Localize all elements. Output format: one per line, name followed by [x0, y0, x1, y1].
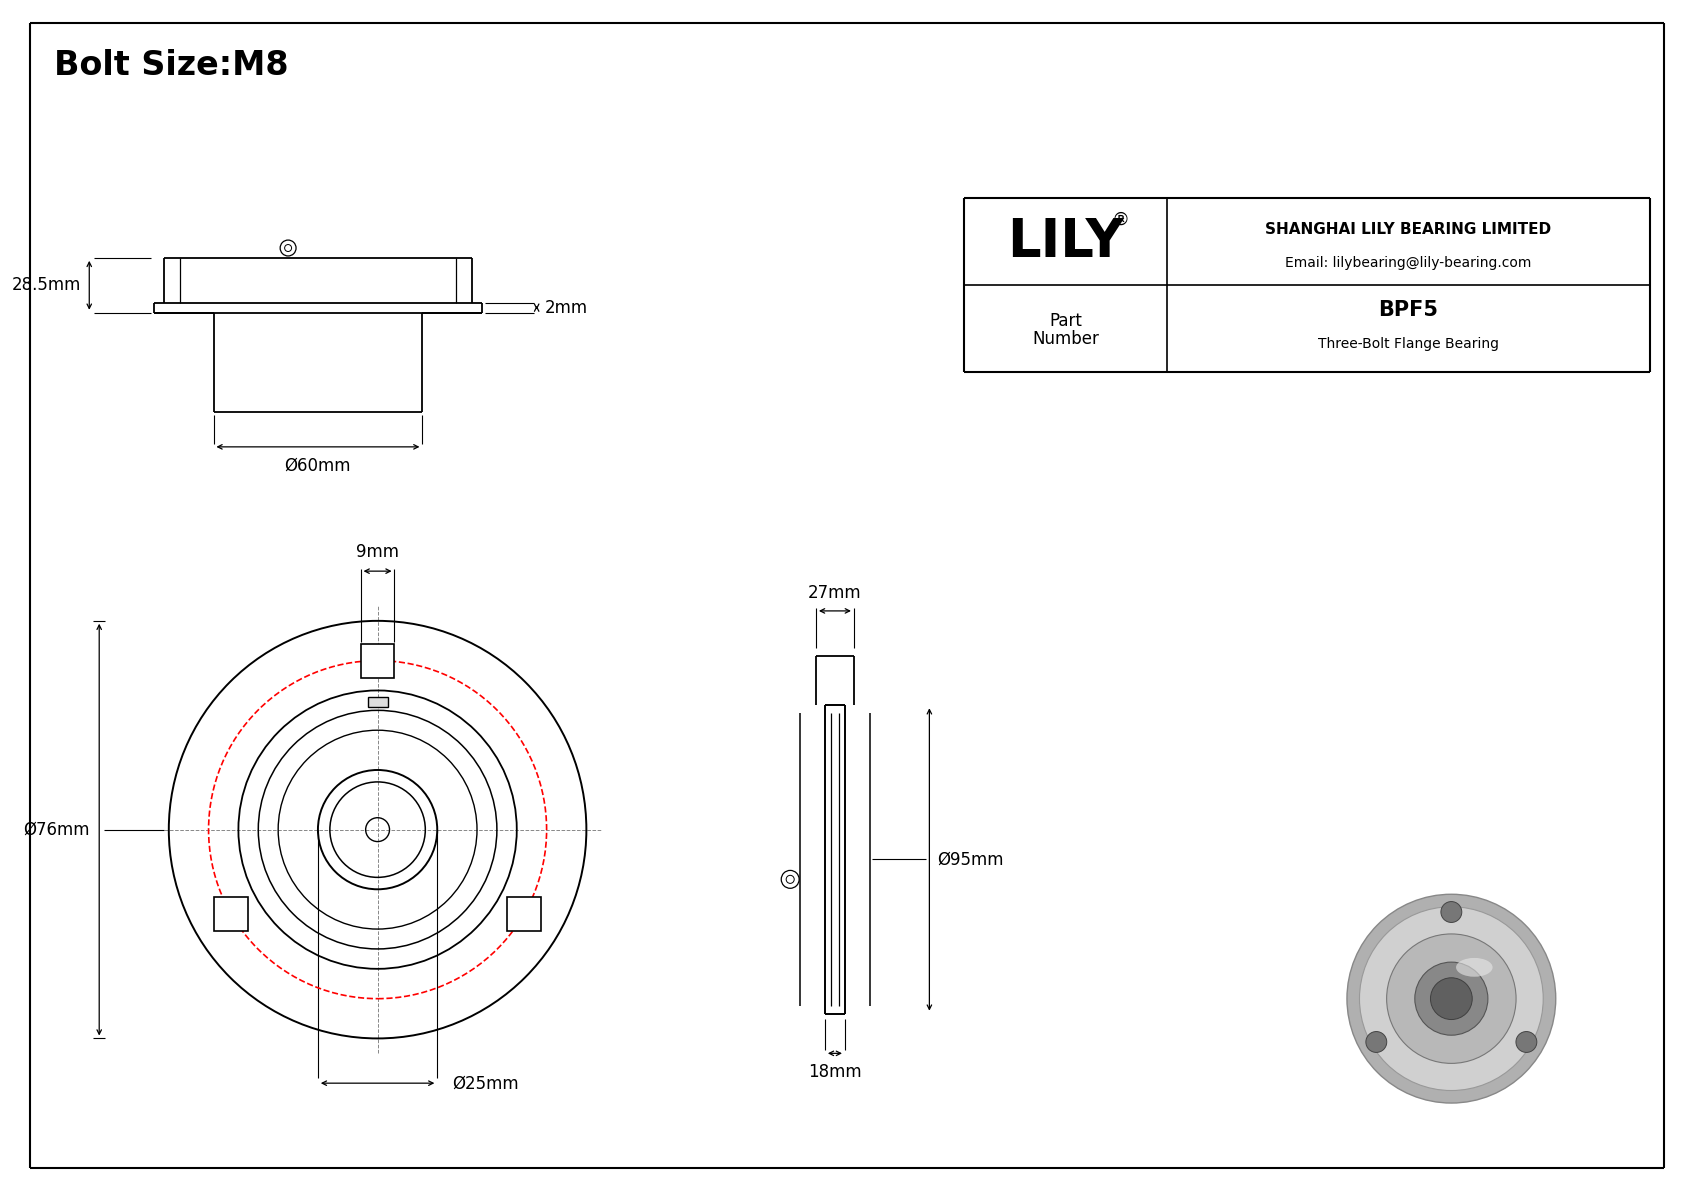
- Text: Ø76mm: Ø76mm: [24, 821, 89, 838]
- Text: Three-Bolt Flange Bearing: Three-Bolt Flange Bearing: [1319, 337, 1499, 351]
- Bar: [367, 698, 387, 707]
- Bar: [360, 643, 394, 678]
- Text: BPF5: BPF5: [1379, 300, 1438, 319]
- Bar: [214, 897, 248, 931]
- Ellipse shape: [1457, 958, 1492, 977]
- Circle shape: [1430, 978, 1472, 1019]
- Text: 2mm: 2mm: [544, 299, 588, 317]
- Text: 18mm: 18mm: [808, 1064, 862, 1081]
- Circle shape: [1415, 962, 1489, 1035]
- Text: 27mm: 27mm: [808, 584, 862, 601]
- Text: Ø60mm: Ø60mm: [285, 457, 352, 475]
- Text: 28.5mm: 28.5mm: [12, 276, 81, 294]
- Circle shape: [1386, 934, 1516, 1064]
- Text: Part: Part: [1049, 312, 1081, 330]
- Text: Ø95mm: Ø95mm: [938, 850, 1004, 868]
- Text: Bolt Size:M8: Bolt Size:M8: [54, 49, 290, 82]
- Text: SHANGHAI LILY BEARING LIMITED: SHANGHAI LILY BEARING LIMITED: [1265, 223, 1551, 237]
- Text: ®: ®: [1111, 211, 1128, 229]
- Text: LILY: LILY: [1007, 216, 1123, 268]
- Bar: [507, 897, 541, 931]
- Text: 9mm: 9mm: [355, 543, 399, 561]
- Text: Email: lilybearing@lily-bearing.com: Email: lilybearing@lily-bearing.com: [1285, 256, 1531, 269]
- Circle shape: [1359, 906, 1543, 1091]
- Circle shape: [1516, 1031, 1537, 1053]
- Circle shape: [1442, 902, 1462, 923]
- Text: Ø25mm: Ø25mm: [453, 1074, 519, 1092]
- Text: Number: Number: [1032, 330, 1098, 348]
- Circle shape: [1366, 1031, 1386, 1053]
- Circle shape: [1347, 894, 1556, 1103]
